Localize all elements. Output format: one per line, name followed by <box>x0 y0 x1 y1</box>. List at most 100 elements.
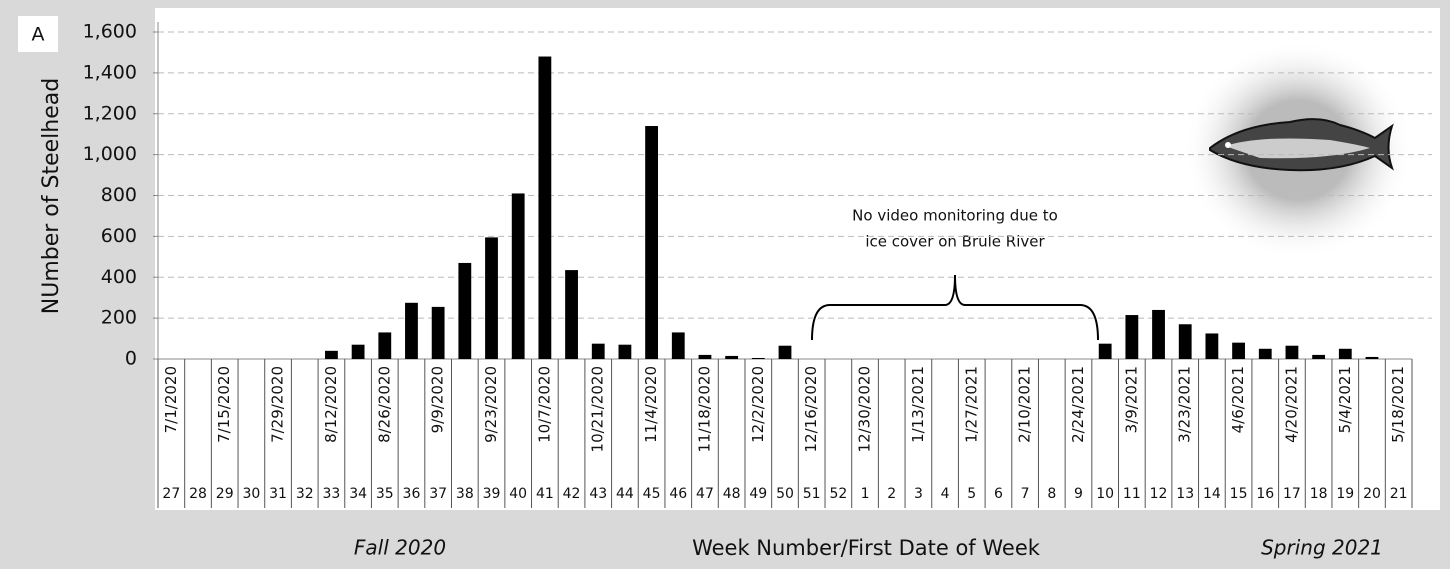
bar <box>1205 333 1218 359</box>
date-label: 7/29/2020 <box>269 366 287 443</box>
y-tick-label: 1,600 <box>83 21 137 43</box>
week-label: 2 <box>887 486 896 502</box>
date-label: 4/6/2021 <box>1229 366 1247 433</box>
week-label: 49 <box>749 486 767 502</box>
annotation: No video monitoring due to <box>852 207 1058 225</box>
bar <box>779 346 792 359</box>
bar <box>1286 346 1299 359</box>
week-label: 7 <box>1021 486 1030 502</box>
bar <box>432 307 445 359</box>
week-label: 42 <box>563 486 581 502</box>
week-label: 15 <box>1230 486 1248 502</box>
date-label: 3/23/2021 <box>1176 366 1194 443</box>
week-label: 52 <box>829 486 847 502</box>
bar <box>699 355 712 359</box>
bar <box>1232 343 1245 359</box>
week-label: 34 <box>349 486 367 502</box>
y-tick-label: 0 <box>125 348 137 370</box>
week-label: 38 <box>456 486 474 502</box>
bar <box>725 356 738 359</box>
date-label: 8/26/2020 <box>375 366 393 443</box>
week-label: 9 <box>1074 486 1083 502</box>
week-label: 37 <box>429 486 447 502</box>
week-label: 27 <box>162 486 180 502</box>
week-label: 5 <box>967 486 976 502</box>
y-tick-label: 800 <box>101 184 137 206</box>
page: {"chart_data": {"type": "bar", "panel_la… <box>0 0 1450 573</box>
date-label: 12/30/2020 <box>856 366 874 452</box>
date-label: 4/20/2021 <box>1282 366 1300 443</box>
week-label: 12 <box>1150 486 1168 502</box>
bar <box>512 193 525 359</box>
annotation: ice cover on Brule River <box>865 233 1045 251</box>
date-label: 11/4/2020 <box>642 366 660 443</box>
week-label: 32 <box>296 486 314 502</box>
week-label: 51 <box>803 486 821 502</box>
week-label: 21 <box>1390 486 1408 502</box>
y-tick-label: 400 <box>101 266 137 288</box>
week-label: 1 <box>861 486 870 502</box>
bar <box>672 332 685 359</box>
week-label: 18 <box>1310 486 1328 502</box>
week-label: 11 <box>1123 486 1141 502</box>
bar <box>1125 315 1138 359</box>
week-label: 48 <box>723 486 741 502</box>
bar <box>1179 324 1192 359</box>
y-tick-label: 200 <box>101 307 137 329</box>
week-label: 30 <box>242 486 260 502</box>
bar <box>352 345 365 359</box>
date-label: 7/15/2020 <box>215 366 233 443</box>
y-tick-label: 600 <box>101 225 137 247</box>
bar <box>458 263 471 359</box>
date-label: 11/18/2020 <box>695 366 713 452</box>
week-label: 16 <box>1256 486 1274 502</box>
week-label: 50 <box>776 486 794 502</box>
week-label: 17 <box>1283 486 1301 502</box>
week-label: 44 <box>616 486 634 502</box>
date-label: 2/10/2021 <box>1016 366 1034 443</box>
right-note: Spring 2021 <box>1261 536 1383 560</box>
bar <box>378 332 391 359</box>
week-label: 31 <box>269 486 287 502</box>
week-label: 43 <box>589 486 607 502</box>
week-label: 4 <box>941 486 950 502</box>
bar <box>1259 349 1272 359</box>
date-label: 9/9/2020 <box>429 366 447 433</box>
y-tick-label: 1,200 <box>83 102 137 124</box>
week-label: 10 <box>1096 486 1114 502</box>
week-label: 35 <box>376 486 394 502</box>
bar <box>405 303 418 359</box>
bar <box>1366 357 1379 359</box>
week-label: 40 <box>509 486 527 502</box>
date-label: 10/7/2020 <box>535 366 553 443</box>
date-label: 8/12/2020 <box>322 366 340 443</box>
date-label: 9/23/2020 <box>482 366 500 443</box>
bar <box>1312 355 1325 359</box>
date-label: 5/4/2021 <box>1336 366 1354 433</box>
week-label: 36 <box>403 486 421 502</box>
week-label: 19 <box>1336 486 1354 502</box>
y-tick-label: 1,400 <box>83 61 137 83</box>
week-label: 6 <box>994 486 1003 502</box>
chart: A NUmber of Steelhead Fall 2020 Week Num… <box>0 0 1450 569</box>
date-label: 12/16/2020 <box>802 366 820 452</box>
bar <box>538 57 551 359</box>
bar <box>325 351 338 359</box>
date-label: 1/13/2021 <box>909 366 927 443</box>
bar <box>592 344 605 359</box>
date-label: 12/2/2020 <box>749 366 767 443</box>
week-label: 41 <box>536 486 554 502</box>
week-label: 45 <box>643 486 661 502</box>
y-axis-label: NUmber of Steelhead <box>39 78 64 314</box>
date-label: 2/24/2021 <box>1069 366 1087 443</box>
week-label: 14 <box>1203 486 1221 502</box>
week-label: 46 <box>669 486 687 502</box>
week-label: 3 <box>914 486 923 502</box>
bar <box>1152 310 1165 359</box>
week-label: 8 <box>1047 486 1056 502</box>
bar <box>752 358 765 359</box>
left-note: Fall 2020 <box>354 536 446 560</box>
week-label: 28 <box>189 486 207 502</box>
week-label: 39 <box>483 486 501 502</box>
week-label: 13 <box>1176 486 1194 502</box>
